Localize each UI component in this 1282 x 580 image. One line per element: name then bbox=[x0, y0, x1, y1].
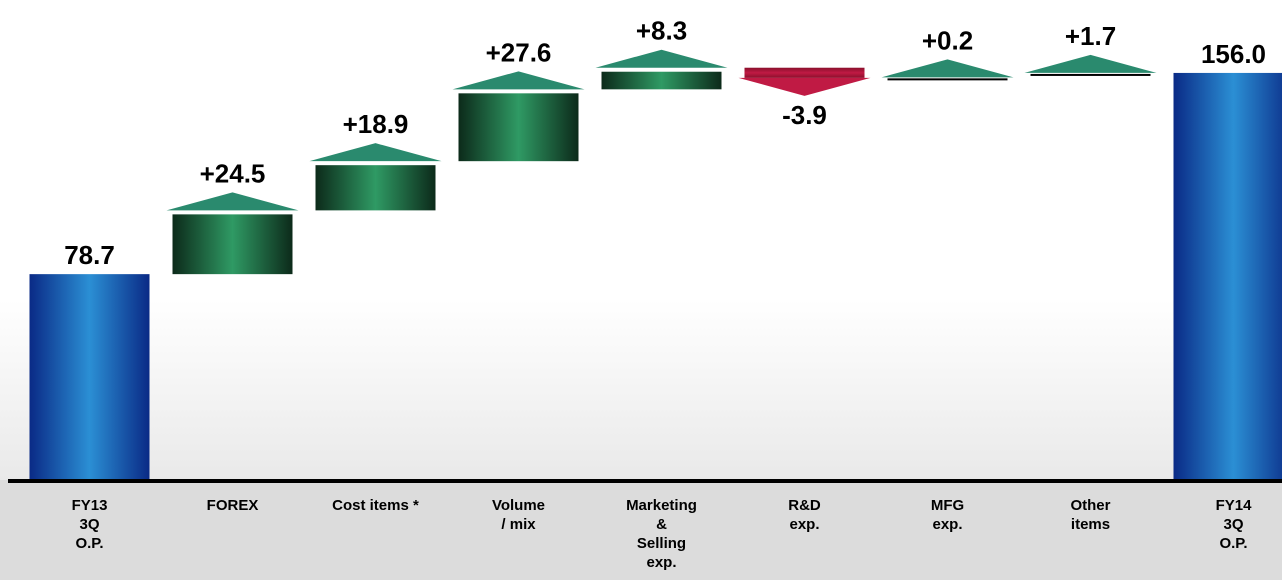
category-axis-band bbox=[0, 480, 1282, 580]
value-label-0: 78.7 bbox=[64, 240, 115, 270]
value-label-3: +27.6 bbox=[486, 37, 552, 67]
arrow-up-4 bbox=[595, 49, 728, 68]
category-label-5: R&D exp. bbox=[788, 497, 821, 533]
value-label-4: +8.3 bbox=[636, 16, 687, 46]
arrow-up-3 bbox=[452, 71, 585, 90]
bar-7 bbox=[1030, 73, 1151, 76]
value-label-7: +1.7 bbox=[1065, 21, 1116, 51]
category-label-0: FY13 3Q O.P. bbox=[71, 497, 108, 552]
arrow-up-2 bbox=[309, 143, 442, 162]
category-label-1: FOREX bbox=[206, 497, 259, 514]
category-label-4: Marketing & Selling exp. bbox=[626, 497, 697, 571]
category-label-6: MFG exp. bbox=[930, 497, 965, 533]
arrow-up-7 bbox=[1024, 54, 1157, 73]
bar-3 bbox=[458, 93, 579, 162]
bar-5 bbox=[744, 67, 865, 78]
arrow-up-1 bbox=[166, 192, 299, 211]
value-label-1: +24.5 bbox=[200, 158, 266, 188]
bar-4 bbox=[601, 71, 722, 90]
arrow-up-6 bbox=[881, 59, 1014, 78]
value-label-8: 156.0 bbox=[1201, 39, 1266, 69]
value-label-5: -3.9 bbox=[782, 100, 827, 130]
category-label-7: Other items bbox=[1070, 497, 1111, 533]
category-label-3: Volume / mix bbox=[491, 497, 546, 533]
value-label-2: +18.9 bbox=[343, 109, 409, 139]
category-label-8: FY14 3Q O.P. bbox=[1215, 497, 1252, 552]
bar-2 bbox=[315, 165, 436, 211]
value-label-6: +0.2 bbox=[922, 25, 973, 55]
bar-6 bbox=[887, 78, 1008, 81]
bar-1 bbox=[172, 214, 293, 275]
arrow-down-5 bbox=[738, 77, 871, 96]
bar-0 bbox=[29, 274, 150, 479]
bar-8 bbox=[1173, 72, 1282, 479]
category-label-2: Cost items * bbox=[332, 497, 419, 514]
